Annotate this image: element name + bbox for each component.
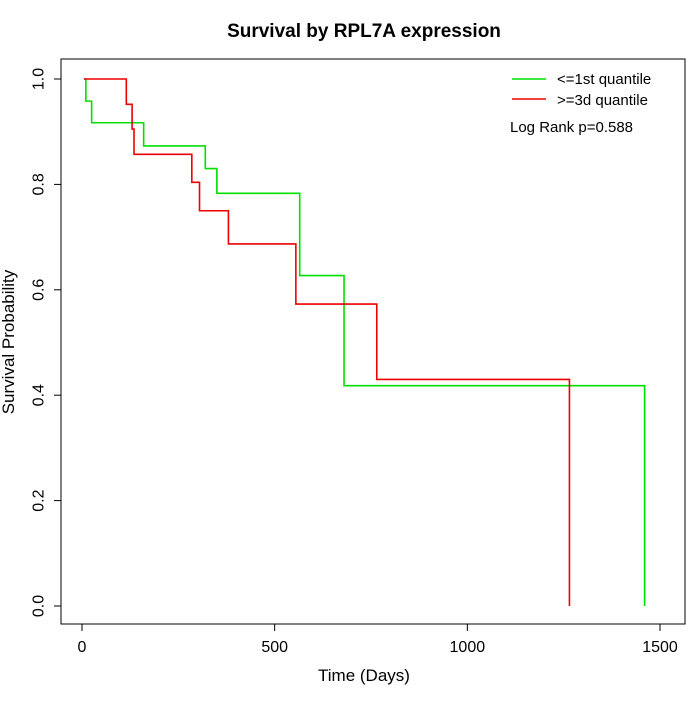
- chart-title: Survival by RPL7A expression: [227, 21, 501, 42]
- x-tick-label: 500: [261, 639, 288, 656]
- y-tick-label: 0.2: [31, 489, 48, 511]
- plot-frame: [60, 58, 686, 625]
- y-axis: 0.0 0.2 0.4 0.6 0.8 1.0: [31, 68, 62, 617]
- x-tick-label: 1000: [450, 639, 486, 656]
- log-rank-annotation: Log Rank p=0.588: [510, 119, 633, 136]
- y-tick-label: 0.0: [31, 595, 48, 617]
- y-tick-label: 0.4: [31, 384, 48, 406]
- y-tick-label: 0.6: [31, 279, 48, 301]
- legend-label-series-1: <=1st quantile: [557, 71, 651, 88]
- legend: <=1st quantile >=3d quantile: [512, 71, 651, 109]
- x-tick-label: 0: [78, 639, 87, 656]
- y-tick-label: 1.0: [31, 68, 48, 90]
- series-line-1: [83, 78, 646, 606]
- x-axis: 0 500 1000 1500: [78, 623, 678, 656]
- series-layer: [83, 78, 646, 606]
- series-line-2: [83, 78, 571, 606]
- y-tick-label: 0.8: [31, 173, 48, 195]
- x-tick-label: 1500: [642, 639, 678, 656]
- legend-label-series-2: >=3d quantile: [557, 92, 648, 109]
- x-axis-label: Time (Days): [318, 666, 410, 685]
- y-axis-label: Survival Probability: [0, 269, 18, 414]
